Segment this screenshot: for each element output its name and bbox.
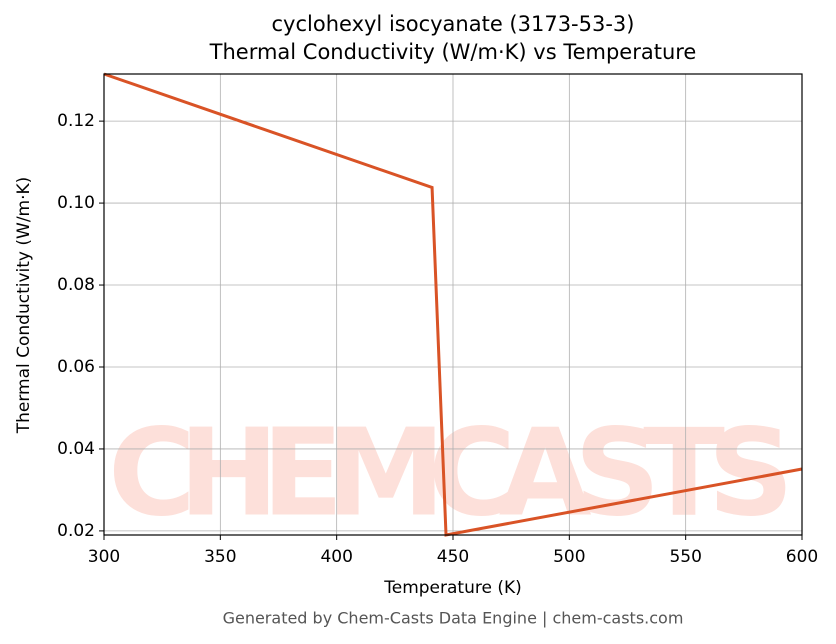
y-tick-label: 0.12 <box>57 111 95 131</box>
y-axis-label: Thermal Conductivity (W/m·K) <box>14 177 34 435</box>
x-tick-label: 350 <box>204 547 236 567</box>
data-line <box>103 72 803 537</box>
x-axis-label: Temperature (K) <box>383 578 522 598</box>
x-tick-label: 500 <box>553 547 585 567</box>
y-tick-label: 0.08 <box>57 275 95 295</box>
x-tick-label: 400 <box>320 547 352 567</box>
plot-frame <box>103 73 803 536</box>
x-tick-label: 300 <box>88 547 120 567</box>
x-tick-label: 450 <box>437 547 469 567</box>
chart-subtitle: Thermal Conductivity (W/m·K) vs Temperat… <box>209 40 697 64</box>
y-tick-label: 0.04 <box>57 439 95 459</box>
y-tick-label: 0.02 <box>57 521 95 541</box>
chart-title: cyclohexyl isocyanate (3173-53-3) <box>272 12 635 36</box>
x-tick-label: 550 <box>669 547 701 567</box>
x-tick-label: 600 <box>786 547 818 567</box>
y-tick-label: 0.10 <box>57 193 95 213</box>
footer: Generated by Chem-Casts Data Engine | ch… <box>223 609 684 628</box>
y-tick-label: 0.06 <box>57 357 95 377</box>
watermark: CHEMCASTS <box>108 405 798 544</box>
